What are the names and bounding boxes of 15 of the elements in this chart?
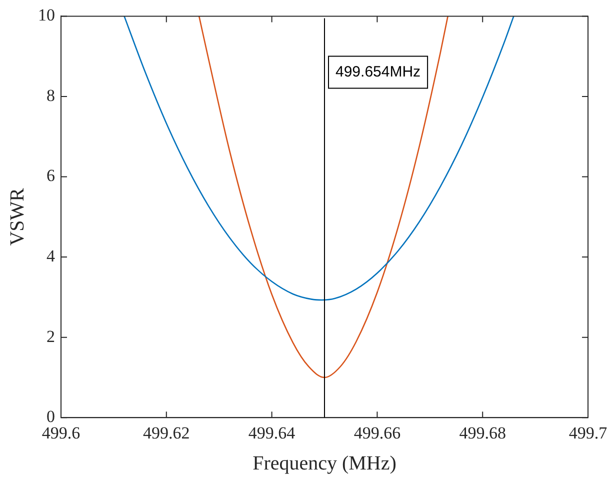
x-tick-label: 499.68	[459, 423, 506, 442]
x-tick-label: 499.64	[248, 423, 296, 442]
y-tick-label: 4	[46, 246, 56, 266]
y-axis-title: VSWR	[6, 187, 28, 246]
y-tick-label: 8	[46, 86, 55, 105]
line-series	[124, 16, 514, 301]
y-tick-label: 2	[46, 326, 55, 346]
x-axis-title: Frequency (MHz)	[252, 452, 396, 474]
y-tick-label: 6	[46, 166, 55, 186]
x-tick-label: 499.62	[143, 423, 190, 442]
line-series	[198, 16, 448, 378]
ref-line-label: 499.654MHz	[336, 63, 421, 80]
x-tick-label: 499.7	[568, 423, 608, 442]
y-tick-label: 10	[38, 6, 55, 25]
x-tick-label: 499.66	[354, 423, 401, 442]
